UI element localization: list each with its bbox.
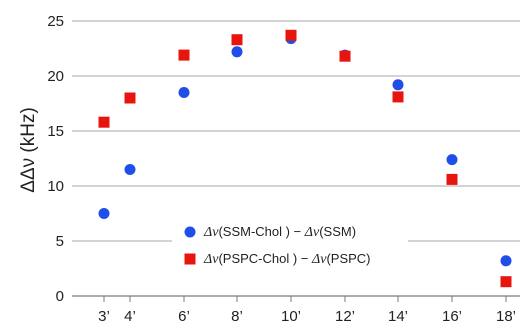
legend-label: Δν(PSPC-Chol ) − Δν(PSPC) [203, 251, 371, 267]
legend-marker-circle [184, 226, 196, 238]
x-tick-label: 16’ [442, 308, 462, 324]
y-axis-label: ΔΔν (kHz) [18, 107, 39, 193]
x-tick-label: 8’ [231, 308, 243, 324]
y-tick-label: 0 [56, 288, 64, 305]
pspc-point [500, 276, 512, 288]
pspc-point [446, 173, 458, 185]
legend-label: Δν(SSM-Chol ) − Δν(SSM) [203, 224, 356, 240]
legend-marker-square [184, 253, 196, 265]
pspc-point [392, 91, 404, 103]
ssm-point [500, 255, 512, 267]
x-tick-label: 14’ [388, 308, 408, 324]
pspc-point [339, 50, 351, 62]
y-tick-label: 5 [56, 233, 64, 250]
y-tick-label: 10 [47, 178, 64, 195]
x-tick-label: 4’ [124, 308, 136, 324]
legend: Δν(SSM-Chol ) − Δν(SSM) Δν(PSPC-Chol ) − … [184, 224, 371, 267]
x-tick-label: 18’ [496, 308, 516, 324]
pspc-point [231, 34, 243, 46]
x-tick-label: 10’ [281, 308, 301, 324]
y-tick-label: 25 [47, 13, 64, 30]
ssm-point [392, 79, 404, 91]
ssm-point [446, 154, 458, 166]
ssm-point [98, 208, 110, 219]
y-tick-label: 15 [47, 123, 64, 140]
ssm-point [124, 164, 136, 175]
x-tick-label: 3’ [98, 308, 110, 324]
pspc-point [98, 116, 110, 128]
legend-background [172, 218, 408, 274]
data-points [98, 29, 512, 288]
x-tick-label: 6’ [178, 308, 190, 324]
x-axis-ticks: 3’ 4’ 6’ 8’ 10’ 12’ 14’ 16’ 18’ [98, 296, 516, 324]
gridlines [72, 20, 520, 297]
y-tick-label: 20 [47, 68, 64, 85]
pspc-point [285, 29, 297, 41]
pspc-point [124, 92, 136, 104]
pspc-point [178, 49, 190, 61]
ssm-point [231, 46, 243, 58]
x-tick-label: 12’ [335, 308, 355, 324]
y-axis-ticks: 0 5 10 15 20 25 [47, 13, 64, 305]
ssm-point [178, 87, 190, 98]
